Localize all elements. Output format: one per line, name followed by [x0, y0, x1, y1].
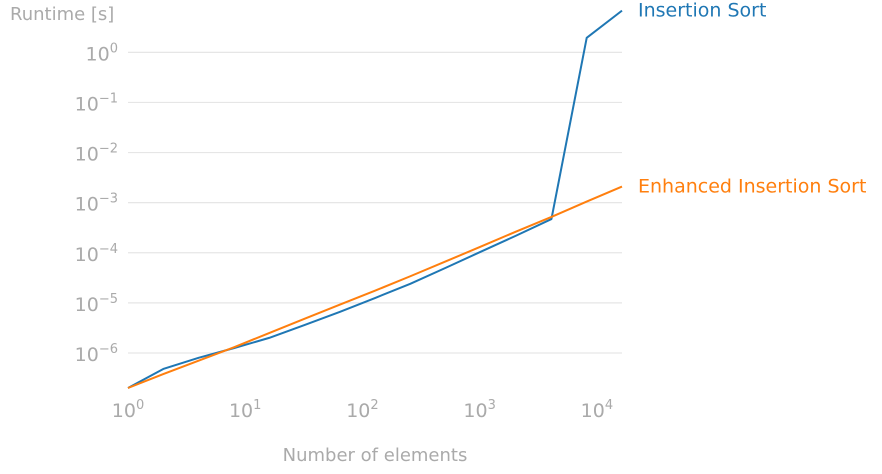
y-tick-label: 10−2	[75, 142, 118, 166]
x-tick-label: 104	[581, 398, 613, 422]
x-tick-label: 103	[463, 398, 495, 422]
x-tick-label: 100	[112, 398, 144, 422]
y-tick-label: 10−1	[75, 91, 118, 115]
x-axis-title: Number of elements	[283, 445, 468, 466]
x-axis: 100 101 102 103 104	[112, 398, 613, 422]
legend: Insertion Sort Enhanced Insertion Sort	[638, 0, 866, 198]
x-tick-label: 102	[346, 398, 378, 422]
series-label-1: Insertion Sort	[638, 0, 766, 22]
y-tick-label: 10−5	[75, 292, 118, 316]
series-label-2: Enhanced Insertion Sort	[638, 176, 866, 198]
series-group	[127, 9, 623, 389]
y-tick-label: 10−3	[75, 192, 118, 216]
y-axis-title: Runtime [s]	[10, 4, 114, 25]
y-tick-label: 10−6	[75, 342, 118, 366]
grid	[128, 51, 622, 354]
series-line-1	[127, 9, 623, 389]
y-axis: 100 10−1 10−2 10−3 10−4 10−5 10−6	[75, 41, 118, 366]
y-tick-label: 10−4	[75, 242, 118, 266]
x-tick-label: 101	[229, 398, 261, 422]
series-line-2	[127, 185, 623, 389]
y-tick-label: 100	[86, 41, 118, 65]
